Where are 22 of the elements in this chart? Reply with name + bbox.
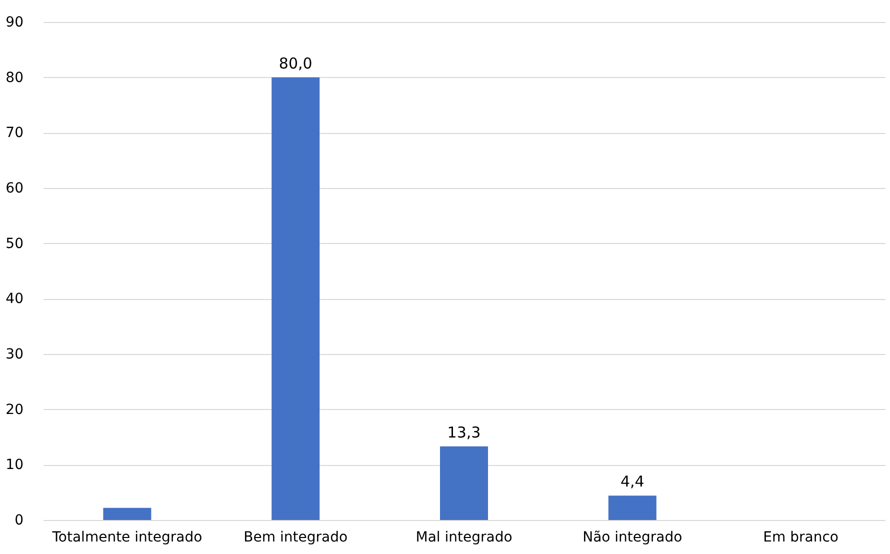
y-tick-label: 40 (6, 291, 24, 308)
bar (440, 446, 488, 520)
data-label: 80,0 (278, 54, 312, 72)
bar (272, 77, 320, 520)
x-tick-label: Não integrado (582, 530, 682, 546)
y-tick-label: 90 (6, 14, 24, 30)
bar (608, 496, 656, 520)
y-tick-label: 60 (6, 180, 24, 196)
y-tick-label: 80 (6, 70, 24, 86)
bar (103, 508, 152, 520)
data-label: 4,4 (620, 472, 644, 491)
y-tick-label: 0 (14, 512, 24, 528)
x-tick-label: Totalmente integrado (51, 530, 202, 546)
x-tick-label: Em branco (763, 530, 838, 546)
y-tick-label: 30 (6, 346, 24, 362)
x-tick-label: Mal integrado (416, 530, 512, 546)
data-label: 13,3 (447, 423, 481, 442)
y-tick-label: 20 (6, 402, 24, 418)
y-tick-label: 50 (6, 236, 24, 252)
x-tick-label: Bem integrado (244, 530, 348, 546)
y-tick-label: 10 (6, 457, 24, 474)
y-tick-label: 70 (6, 125, 24, 142)
